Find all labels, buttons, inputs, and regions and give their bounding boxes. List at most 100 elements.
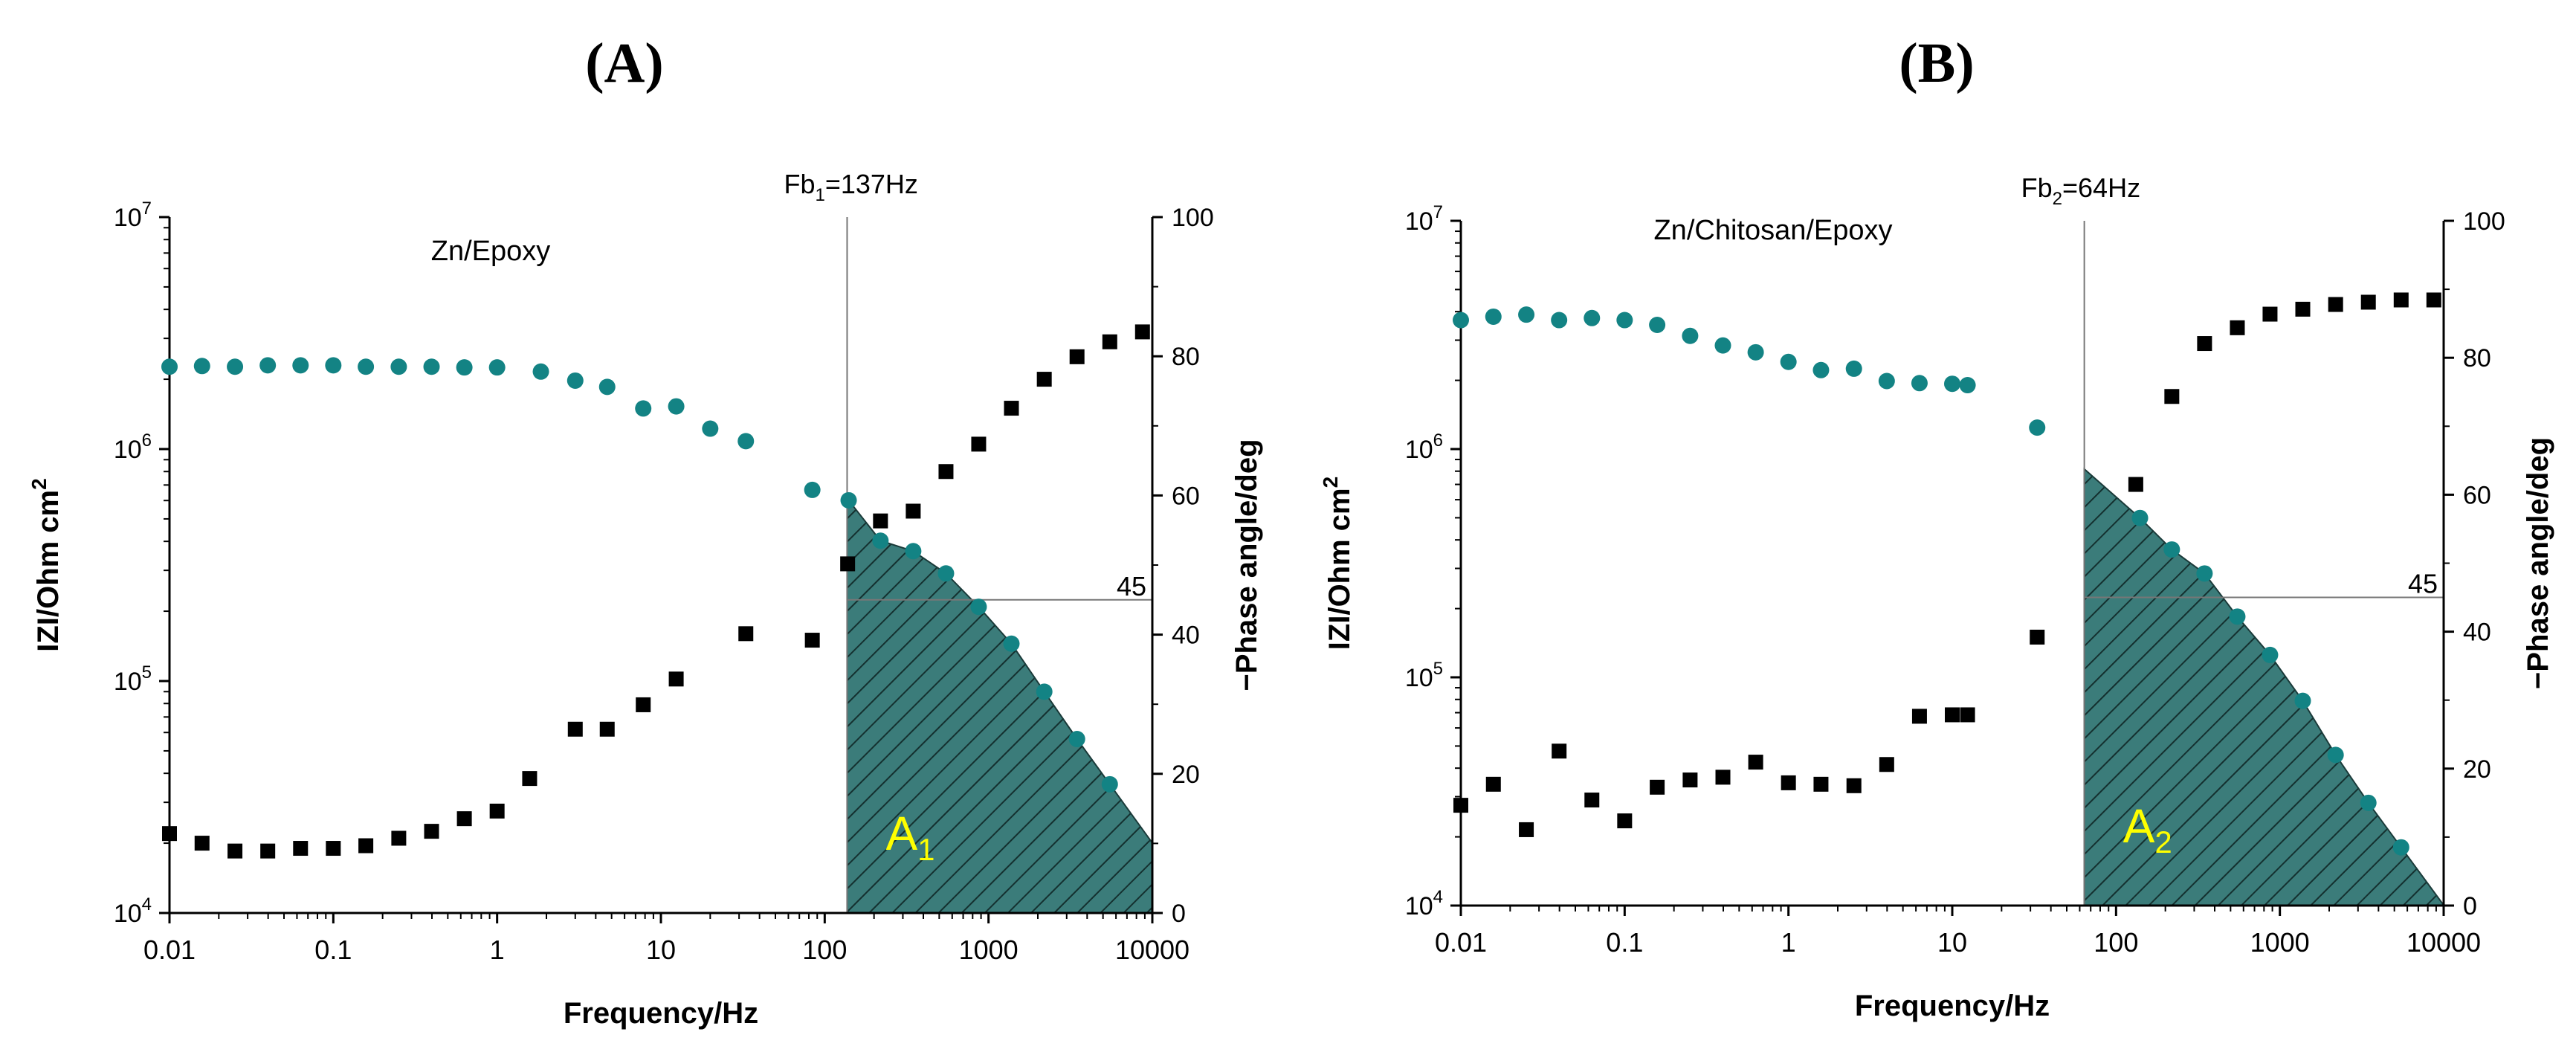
impedance-marker — [1945, 707, 1960, 723]
impedance-marker — [2262, 306, 2278, 322]
impedance-marker — [804, 633, 820, 648]
panel-b: 0.01 0.1 1 10 100 1000 10000104105106107020406… — [1319, 32, 2554, 1022]
impedance-marker — [2295, 301, 2311, 317]
phase-marker — [532, 363, 549, 380]
area-label: A2 — [2123, 799, 2172, 859]
panel-title: (B) — [1899, 32, 1974, 94]
phase-marker — [2360, 794, 2377, 811]
impedance-marker — [2360, 294, 2376, 310]
phase-marker — [840, 491, 857, 509]
impedance-marker — [738, 626, 754, 642]
phase-marker — [456, 359, 473, 376]
fb-label-main: Fb — [784, 169, 815, 199]
phase-marker — [1485, 308, 1502, 325]
phase-marker — [1551, 312, 1568, 329]
phase-marker — [227, 358, 244, 375]
impedance-marker — [1004, 401, 1019, 416]
phase-marker — [488, 359, 506, 376]
sample-label: Zn/Epoxy — [431, 236, 551, 267]
y2-tick-label: 100 — [1172, 204, 1214, 232]
impedance-marker — [2328, 297, 2343, 312]
y2-tick-label: 0 — [2463, 892, 2477, 920]
impedance-marker — [567, 721, 583, 737]
phase-marker — [1959, 377, 1976, 394]
impedance-marker — [2128, 477, 2143, 492]
impedance-marker — [326, 841, 341, 856]
fb-label-sub: 2 — [2053, 189, 2062, 209]
y-tick-label: 104 — [114, 894, 152, 928]
x-tick-label: 10 — [1937, 927, 1967, 958]
phase-marker — [668, 398, 685, 415]
y-tick-label: 107 — [1405, 202, 1443, 236]
y-axis-title-main: IZI/Ohm cm — [1323, 488, 1356, 650]
phase-marker — [390, 358, 407, 375]
impedance-marker — [906, 503, 921, 519]
y-tick-label: 105 — [114, 662, 152, 696]
phase-marker — [2262, 646, 2279, 663]
phase-marker — [2163, 541, 2180, 558]
phase-marker — [1518, 306, 1535, 323]
y-tick-base: 10 — [1405, 207, 1433, 236]
fb-label-main: Fb — [2021, 172, 2053, 203]
x-tick-label: 1000 — [2250, 927, 2310, 958]
impedance-marker — [1715, 770, 1731, 785]
x-tick-label: 1000 — [959, 935, 1019, 965]
shaded-area-a1 — [846, 499, 1153, 914]
impedance-marker — [522, 771, 538, 787]
x-tick-label: 1 — [490, 935, 505, 965]
phase-marker — [1453, 312, 1469, 329]
y2-tick-label: 40 — [2463, 619, 2491, 647]
area-label-main: A — [885, 807, 917, 860]
impedance-marker — [938, 464, 954, 480]
phase-marker — [1649, 316, 1666, 333]
y-tick-base: 10 — [1405, 436, 1433, 464]
phase-marker — [1812, 361, 1830, 378]
impedance-marker — [227, 843, 243, 859]
x-tick-label: 10 — [646, 935, 676, 965]
y-tick-label: 106 — [114, 430, 152, 464]
y-tick-base: 10 — [114, 204, 142, 232]
phase-marker — [2294, 692, 2311, 709]
phase-marker — [702, 420, 719, 437]
y-tick-label: 105 — [1405, 659, 1443, 692]
y2-tick-label: 80 — [1172, 343, 1200, 371]
y-axis-title: IZI/Ohm cm2 — [1319, 477, 1356, 650]
phase-marker — [737, 433, 755, 450]
y2-tick-label: 100 — [2463, 207, 2505, 236]
y-tick-base: 10 — [1405, 664, 1433, 692]
phase-45-label: 45 — [1117, 571, 1146, 601]
impedance-marker — [293, 841, 309, 856]
y-tick-base: 10 — [1405, 892, 1433, 920]
phase-marker — [292, 357, 309, 374]
y2-tick-label: 20 — [1172, 761, 1200, 789]
y-tick-base: 10 — [114, 668, 142, 696]
y-tick-exponent: 5 — [142, 662, 152, 683]
phase-marker — [1003, 635, 1020, 652]
x-tick-label: 100 — [802, 935, 847, 965]
area-label-sub: 2 — [2154, 825, 2172, 859]
impedance-marker — [971, 436, 987, 452]
impedance-marker — [2426, 292, 2441, 308]
y-tick-exponent: 7 — [142, 199, 152, 219]
impedance-marker — [2197, 336, 2212, 352]
y-tick-exponent: 6 — [1433, 430, 1443, 451]
phase-marker — [566, 372, 584, 389]
y-tick-exponent: 4 — [1433, 887, 1443, 907]
impedance-marker — [1584, 793, 1600, 808]
y-tick-exponent: 7 — [1433, 202, 1443, 222]
y-axis-title-sup: 2 — [1319, 477, 1342, 488]
impedance-marker — [2030, 629, 2045, 645]
y-axis-title-main: IZI/Ohm cm — [32, 490, 65, 652]
phase-marker — [2229, 608, 2246, 625]
impedance-marker — [1453, 798, 1468, 813]
phase-marker — [1878, 372, 1895, 390]
impedance-marker — [1102, 334, 1117, 349]
impedance-marker — [424, 824, 439, 839]
phase-marker — [1714, 337, 1731, 354]
impedance-marker — [1748, 755, 1763, 770]
y2-tick-label: 20 — [2463, 755, 2491, 784]
area-label-main: A — [2123, 799, 2155, 853]
break-frequency-label: Fb2=64Hz — [2021, 172, 2140, 209]
impedance-marker — [1879, 757, 1894, 772]
impedance-marker — [1552, 743, 1567, 759]
